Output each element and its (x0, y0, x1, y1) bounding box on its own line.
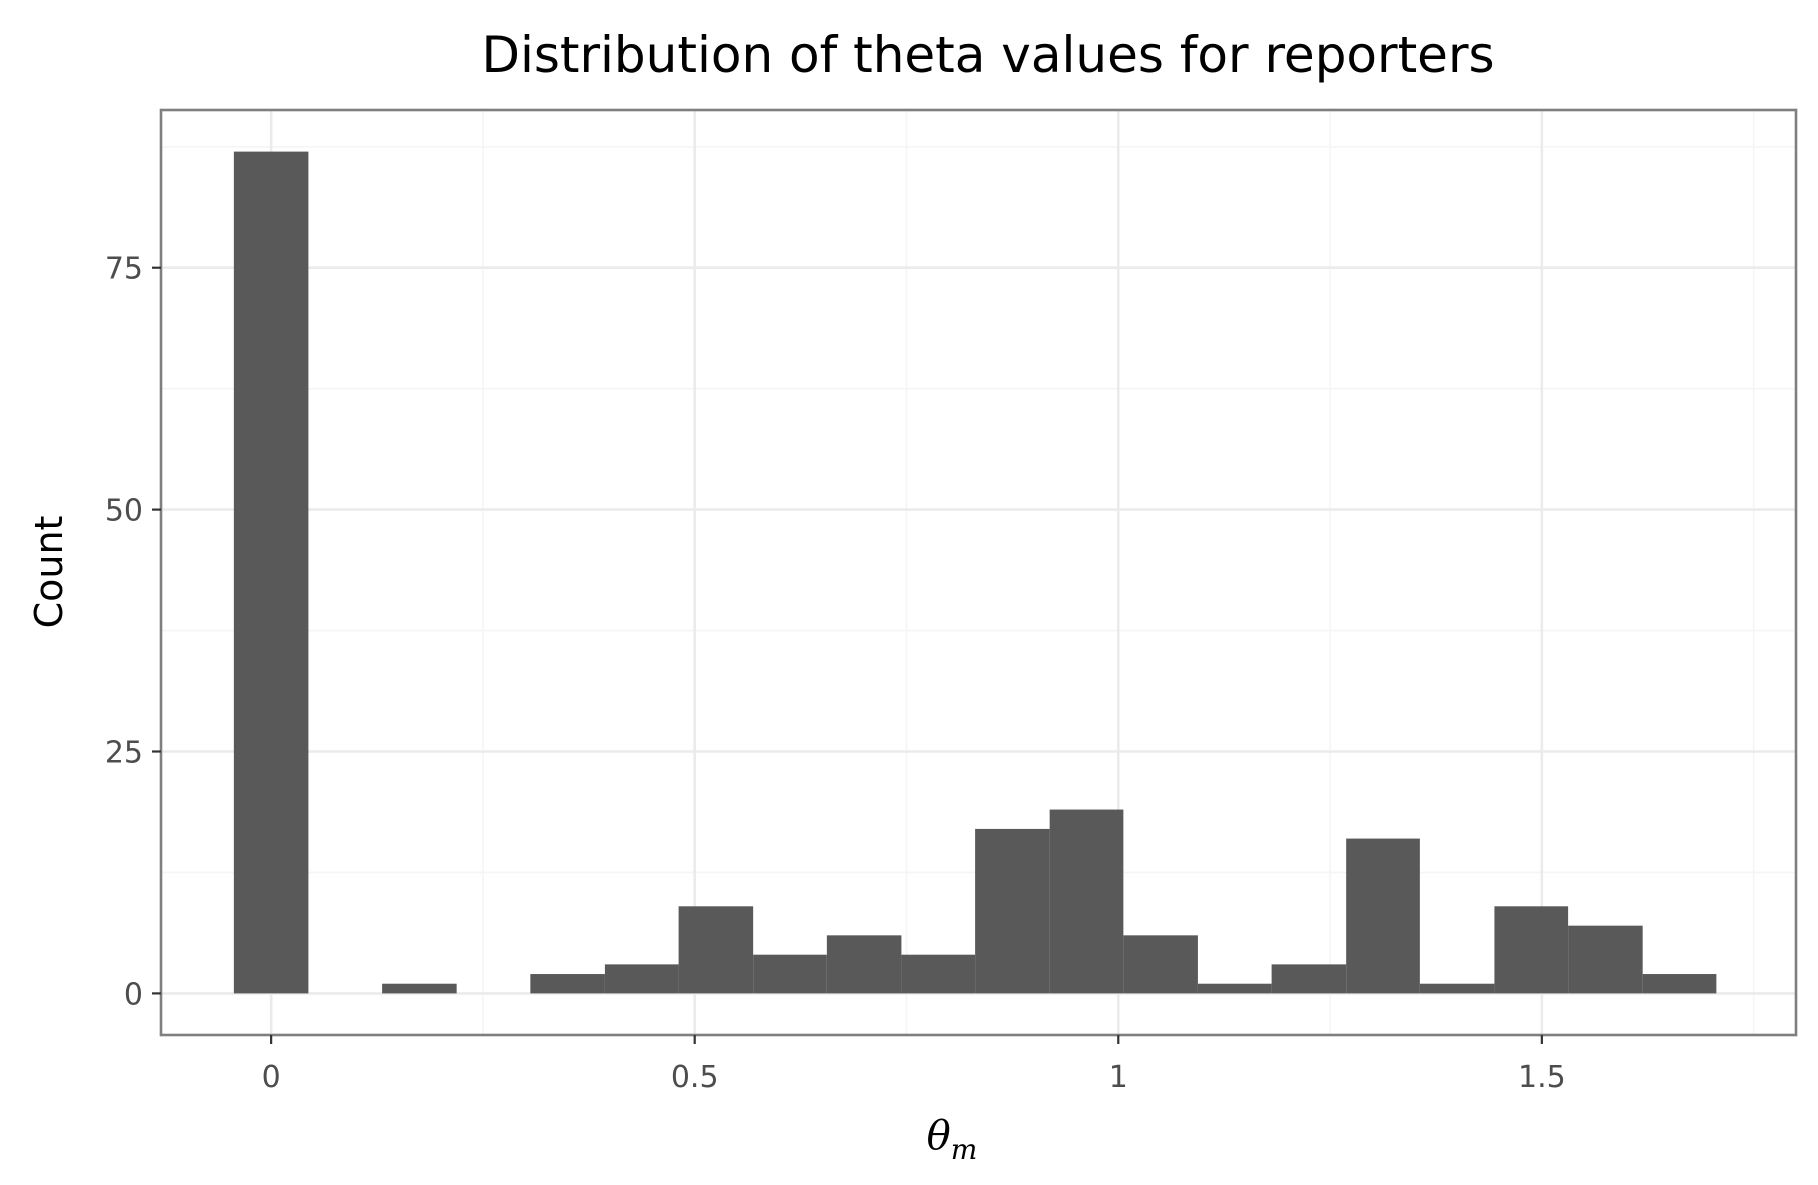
y-tick-label-3: 75 (105, 252, 143, 287)
chart-title: Distribution of theta values for reporte… (481, 26, 1494, 84)
y-tick-label-1: 25 (105, 736, 143, 771)
histogram-bar-4 (678, 906, 754, 994)
x-tick-label-3: 1.5 (1518, 1060, 1566, 1095)
x-axis-title-symbol: θ (927, 1113, 951, 1159)
histogram-bar-15 (1494, 906, 1569, 994)
histogram-bar-10 (1123, 935, 1198, 994)
x-tick-label-1: 0.5 (671, 1060, 719, 1095)
histogram-bar-7 (901, 954, 976, 994)
panel-border (159, 108, 1798, 1037)
histogram-bar-8 (975, 828, 1050, 994)
histogram-bar-5 (753, 954, 827, 994)
x-axis-title-subscript: m (951, 1133, 978, 1166)
x-tick-label-0: 0 (262, 1060, 281, 1095)
histogram-bar-11 (1197, 983, 1272, 994)
histogram-bar-9 (1049, 809, 1124, 994)
histogram-bar-16 (1568, 925, 1643, 994)
y-axis-title: Count (27, 516, 71, 629)
y-tick-label-0: 0 (124, 977, 143, 1012)
x-axis-title: θm (927, 1113, 978, 1166)
histogram-bars (233, 151, 1717, 994)
histogram-bar-3 (604, 964, 679, 994)
histogram-bar-14 (1419, 983, 1495, 994)
histogram-bar-0 (233, 151, 309, 994)
histogram-bar-6 (826, 935, 902, 994)
histogram-bar-12 (1271, 964, 1347, 994)
histogram-bar-13 (1346, 838, 1420, 994)
histogram-bar-1 (382, 983, 457, 994)
minor-gridlines (161, 110, 1796, 1035)
histogram-bar-17 (1642, 974, 1717, 994)
histogram-bar-2 (530, 974, 605, 994)
y-axis-ticks: 0 25 50 75 (105, 252, 161, 1012)
y-tick-label-2: 50 (105, 494, 143, 529)
x-tick-label-2: 1 (1109, 1060, 1128, 1095)
x-axis-ticks: 0 0.5 1 1.5 (262, 1035, 1566, 1095)
